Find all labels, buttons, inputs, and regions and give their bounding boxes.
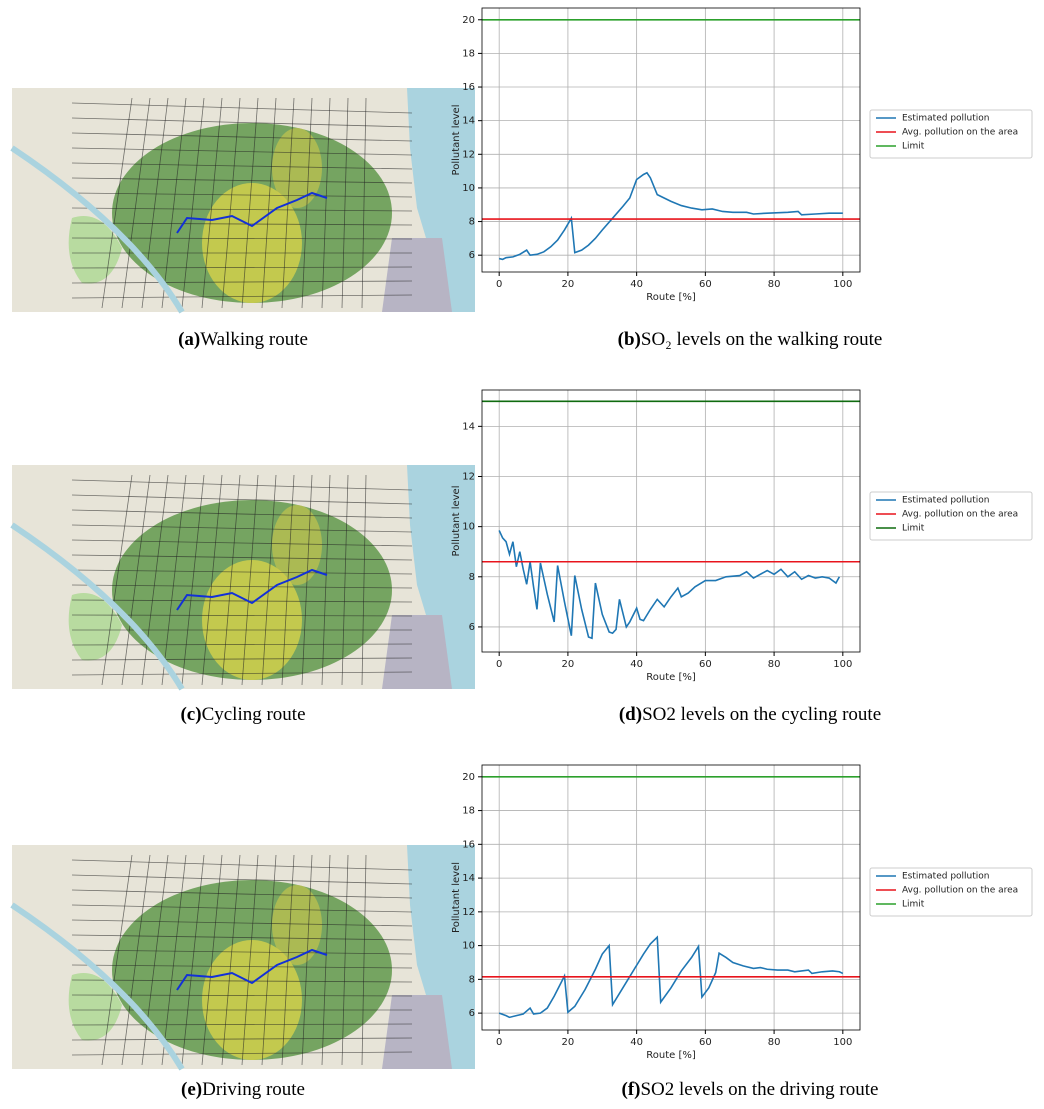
caption-text: SO₂ levels on the walking route [641,329,882,350]
data-line [499,530,839,638]
y-tick-label: 18 [462,806,475,817]
legend-label: Estimated pollution [902,114,990,124]
caption-label: (e) [181,1079,202,1100]
map [12,88,475,312]
y-tick-label: 8 [469,572,475,583]
data-line [499,173,843,260]
y-axis-label: Pollutant level [451,862,462,933]
caption: (a)Walking route [178,329,308,350]
plot-frame [482,8,860,272]
y-tick-label: 14 [462,116,475,127]
x-axis-label: Route [%] [646,1050,696,1061]
y-axis-label: Pollutant level [451,105,462,176]
legend-label: Avg. pollution on the area [902,886,1018,896]
y-tick-label: 16 [462,82,475,93]
x-axis-label: Route [%] [646,292,696,303]
x-tick-label: 20 [562,659,575,670]
y-tick-label: 20 [462,15,475,26]
y-tick-label: 6 [469,1008,475,1019]
legend-label: Limit [902,524,925,534]
x-tick-label: 60 [699,279,712,290]
x-axis-label: Route [%] [646,672,696,683]
y-tick-label: 10 [462,183,475,194]
map [12,845,475,1069]
caption-text: Cycling route [202,704,306,725]
caption: (e)Driving route [181,1079,305,1100]
x-tick-label: 60 [699,1037,712,1048]
legend-label: Limit [902,900,925,910]
y-tick-label: 12 [462,907,475,918]
x-tick-label: 40 [630,279,643,290]
y-axis-label: Pollutant level [451,486,462,557]
x-tick-label: 80 [768,1037,781,1048]
y-tick-label: 6 [469,622,475,633]
caption-label: (f) [622,1079,641,1100]
legend-label: Estimated pollution [902,872,990,882]
y-tick-label: 16 [462,839,475,850]
caption-text: Walking route [200,329,308,350]
legend-label: Avg. pollution on the area [902,510,1018,520]
x-tick-label: 20 [562,1037,575,1048]
x-tick-label: 100 [833,279,852,290]
x-tick-label: 0 [496,659,502,670]
y-tick-label: 20 [462,772,475,783]
caption: (c)Cycling route [180,704,305,725]
port [382,995,452,1069]
port [382,615,452,689]
y-tick-label: 10 [462,941,475,952]
x-tick-label: 0 [496,1037,502,1048]
port [382,238,452,312]
caption: (b)SO₂ levels on the walking route [618,329,883,350]
x-tick-label: 0 [496,279,502,290]
y-tick-label: 12 [462,149,475,160]
y-tick-label: 10 [462,522,475,533]
caption-text: Driving route [202,1079,305,1100]
x-tick-label: 80 [768,279,781,290]
y-tick-label: 14 [462,421,475,432]
x-tick-label: 80 [768,659,781,670]
legend-label: Limit [902,142,925,152]
caption: (d)SO2 levels on the cycling route [619,704,881,725]
y-tick-label: 12 [462,471,475,482]
x-tick-label: 20 [562,279,575,290]
x-tick-label: 40 [630,659,643,670]
y-tick-label: 14 [462,873,475,884]
x-tick-label: 100 [833,659,852,670]
figure: 68101214161820020406080100Route [%]Pollu… [0,0,1044,1109]
legend-label: Estimated pollution [902,496,990,506]
caption-label: (c) [180,704,201,725]
caption-label: (a) [178,329,200,350]
y-tick-label: 18 [462,48,475,59]
legend-label: Avg. pollution on the area [902,128,1018,138]
y-tick-label: 6 [469,250,475,261]
x-tick-label: 60 [699,659,712,670]
y-tick-label: 8 [469,974,475,985]
caption-text: SO2 levels on the cycling route [642,704,881,725]
y-tick-label: 8 [469,217,475,228]
x-tick-label: 40 [630,1037,643,1048]
caption-label: (d) [619,704,642,725]
x-tick-label: 100 [833,1037,852,1048]
caption-text: SO2 levels on the driving route [640,1079,878,1100]
map [12,465,475,689]
plot-frame [482,765,860,1030]
page: 68101214161820020406080100Route [%]Pollu… [0,0,1044,1109]
plot-frame [482,390,860,652]
caption: (f)SO2 levels on the driving route [622,1079,879,1100]
caption-label: (b) [618,329,641,350]
